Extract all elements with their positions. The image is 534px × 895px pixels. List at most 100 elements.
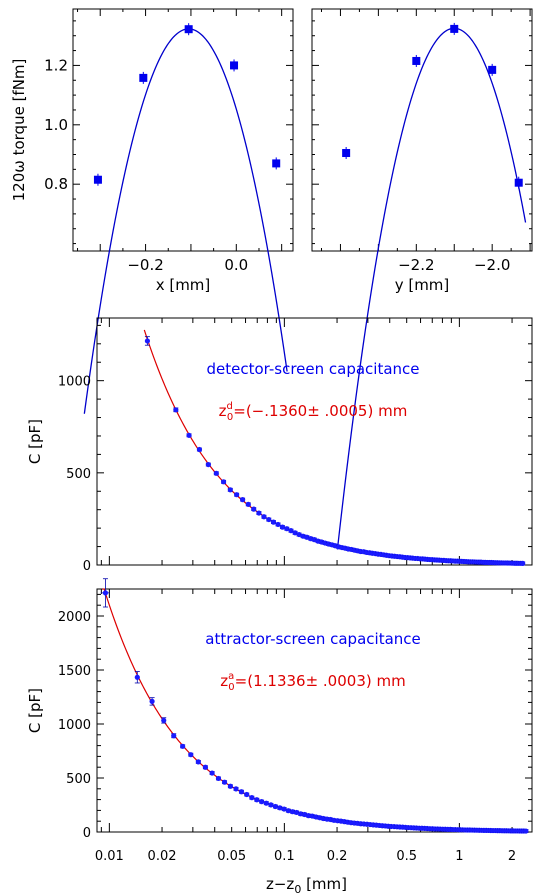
data-point bbox=[249, 795, 255, 801]
data-point bbox=[227, 783, 233, 789]
plot-frame bbox=[72, 8, 294, 252]
annotation-title: detector-screen capacitance bbox=[206, 360, 419, 378]
data-point bbox=[230, 61, 239, 70]
data-point bbox=[233, 786, 239, 792]
data-point bbox=[196, 446, 203, 453]
fit-curve bbox=[336, 27, 527, 550]
x-tick-label: 0.1 bbox=[274, 849, 295, 864]
data-point bbox=[275, 521, 281, 528]
data-point bbox=[244, 791, 250, 798]
data-point bbox=[240, 497, 246, 503]
x-axis-label: y [mm] bbox=[395, 276, 450, 294]
data-point bbox=[161, 717, 167, 724]
data-point bbox=[263, 800, 269, 806]
data-point bbox=[186, 432, 192, 438]
plot-frame bbox=[96, 588, 533, 833]
data-point bbox=[259, 799, 265, 805]
data-point bbox=[171, 733, 177, 739]
y-axis-label: C [pF] bbox=[26, 688, 44, 733]
data-point bbox=[93, 175, 102, 184]
data-point bbox=[251, 506, 257, 512]
x-axis-label: x [mm] bbox=[156, 276, 211, 294]
annotation-fit: za 0=(1.1336± .0003) mm bbox=[220, 671, 405, 693]
y-tick-label: 0 bbox=[83, 559, 91, 574]
x-tick-label: 0.01 bbox=[95, 849, 124, 864]
annotation-fit: zd 0=(−.1360± .0005) mm bbox=[219, 401, 408, 423]
data-point bbox=[272, 159, 281, 168]
data-point bbox=[195, 759, 201, 765]
data-point bbox=[284, 526, 290, 532]
data-point bbox=[281, 806, 287, 812]
data-point bbox=[450, 24, 459, 33]
x-tick-label: 0.5 bbox=[396, 849, 417, 864]
data-point bbox=[134, 674, 140, 680]
data-point bbox=[139, 73, 148, 82]
y-tick-label: 1000 bbox=[58, 718, 91, 733]
torque-vs-x-panel: −0.2 0.0 0.8 1.0 1.2 120ω torque [fNm] x [mm] bbox=[10, 8, 294, 414]
x-tick-label: 0.0 bbox=[224, 256, 248, 274]
data-point bbox=[144, 338, 151, 344]
y-tick-label: 500 bbox=[66, 467, 91, 482]
attractor-capacitance-panel: 0 500 1000 1500 2000 C [pF] 0.01 0.02 0.05 0.1 0.2… bbox=[26, 578, 533, 895]
data-point bbox=[188, 752, 194, 758]
plot-frame bbox=[96, 317, 533, 566]
data-point bbox=[266, 516, 272, 523]
x-tick-label: −2.0 bbox=[474, 256, 510, 274]
data-point bbox=[180, 743, 186, 749]
y-tick-label: 1500 bbox=[58, 664, 91, 679]
data-point bbox=[238, 789, 245, 795]
data-point bbox=[234, 492, 240, 498]
data-point bbox=[305, 813, 312, 819]
x-tick-label: 0.05 bbox=[217, 849, 246, 864]
data-point bbox=[279, 524, 286, 530]
plot-frame bbox=[311, 8, 533, 252]
data-point bbox=[288, 528, 294, 534]
data-point bbox=[289, 809, 296, 815]
y-tick-label: 0.8 bbox=[44, 175, 68, 193]
data-point bbox=[514, 178, 523, 187]
x-tick-label: −0.2 bbox=[127, 256, 163, 274]
data-point bbox=[254, 797, 260, 803]
x-tick-label: 0.2 bbox=[327, 849, 348, 864]
data-point bbox=[412, 56, 421, 65]
data-point bbox=[270, 519, 277, 525]
data-point bbox=[215, 775, 222, 782]
data-point bbox=[205, 461, 211, 468]
fit-curve bbox=[102, 588, 528, 832]
data-point bbox=[149, 698, 155, 704]
data-point bbox=[292, 530, 298, 536]
y-tick-label: 500 bbox=[66, 772, 91, 787]
data-point bbox=[285, 808, 291, 814]
y-tick-label: 0 bbox=[83, 826, 91, 841]
data-point bbox=[342, 149, 351, 158]
fit-curve bbox=[83, 28, 288, 414]
x-tick-label: 0.02 bbox=[148, 849, 177, 864]
x-tick-label: 2 bbox=[508, 849, 516, 864]
data-point bbox=[523, 828, 529, 834]
data-point bbox=[488, 65, 497, 74]
x-axis-label: z−z0 [mm] bbox=[266, 875, 347, 895]
y-axis-label: C [pF] bbox=[26, 419, 44, 464]
x-tick-label: 1 bbox=[455, 849, 463, 864]
data-point bbox=[202, 764, 209, 770]
detector-capacitance-panel: 0 500 1000 C [pF] detector-screen capacitanc… bbox=[26, 317, 533, 574]
data-point bbox=[227, 487, 233, 493]
y-tick-label: 1.0 bbox=[44, 116, 68, 134]
data-point bbox=[296, 531, 302, 538]
data-point bbox=[261, 514, 267, 520]
data-point bbox=[245, 501, 251, 507]
data-point bbox=[213, 470, 219, 476]
data-point bbox=[294, 809, 300, 816]
data-point bbox=[298, 811, 304, 817]
x-tick-label: −2.2 bbox=[398, 256, 434, 274]
data-point bbox=[221, 779, 228, 785]
data-point bbox=[184, 25, 193, 34]
data-point bbox=[277, 805, 283, 811]
torque-vs-y-panel: −2.2 −2.0 y [mm] bbox=[311, 8, 533, 550]
data-point bbox=[272, 803, 279, 810]
data-point bbox=[209, 770, 215, 776]
data-point bbox=[173, 407, 179, 413]
y-axis-label: 120ω torque [fNm] bbox=[10, 59, 28, 202]
y-tick-label: 1.2 bbox=[44, 56, 68, 74]
